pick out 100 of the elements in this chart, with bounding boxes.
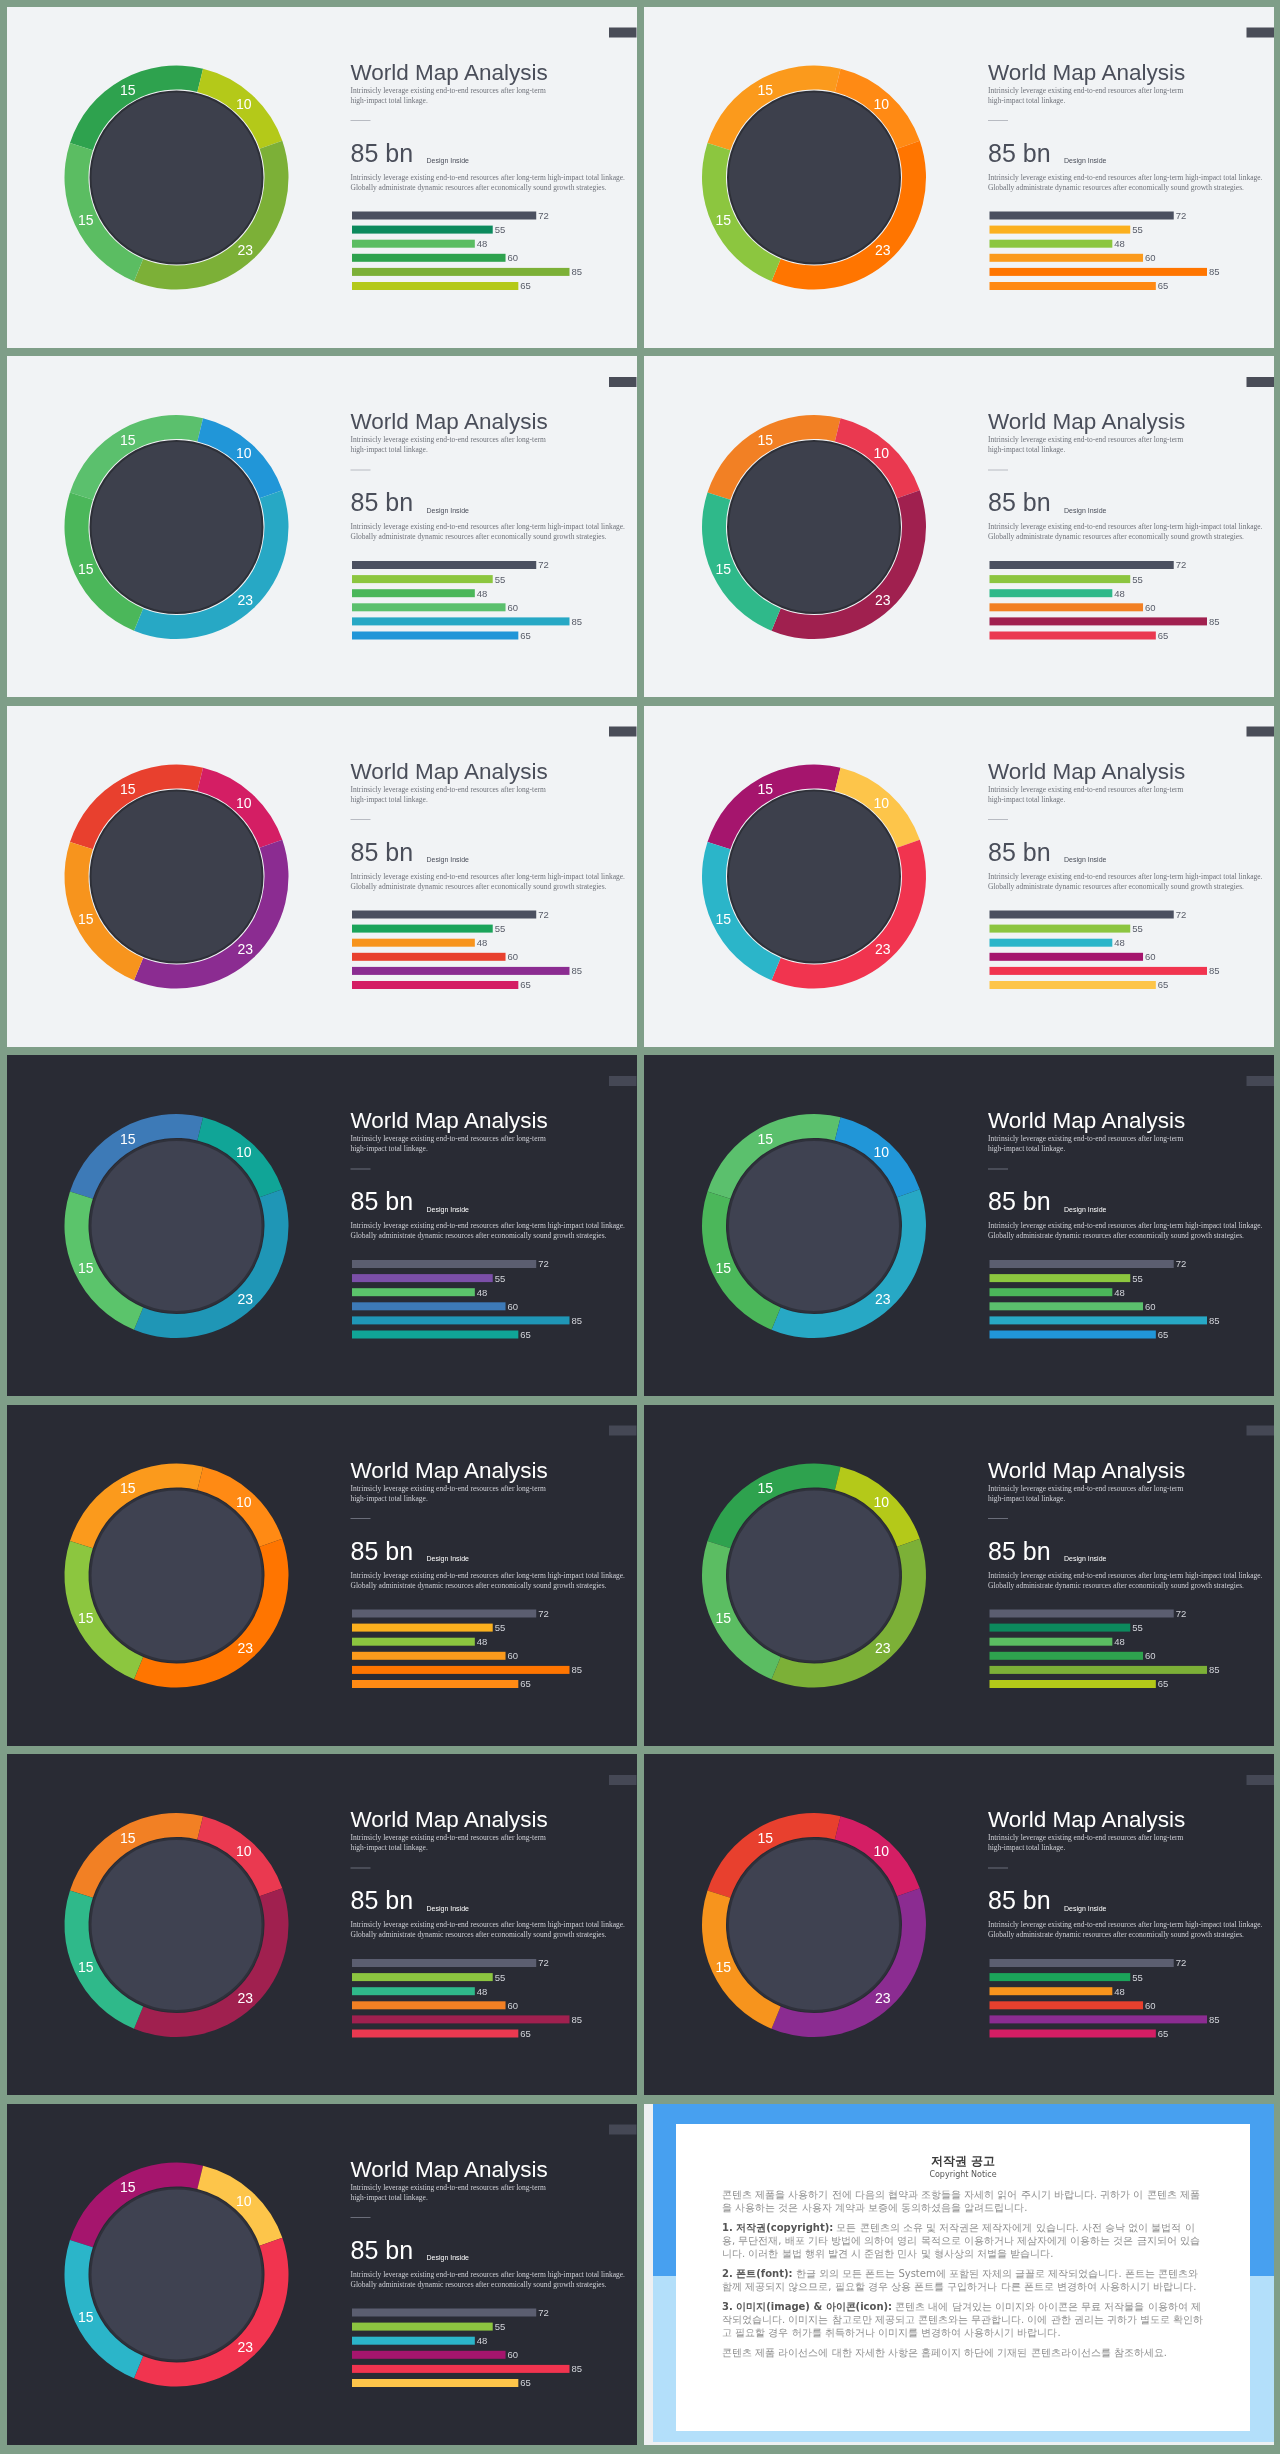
bar — [352, 282, 519, 290]
data-label: 15 — [77, 1959, 94, 1976]
bar — [352, 2001, 506, 2010]
donut-slice — [707, 1813, 841, 1898]
data-label: 15 — [757, 431, 774, 448]
data-label: 10 — [235, 2192, 252, 2209]
data-label: 85 — [1209, 965, 1220, 977]
bar — [989, 910, 1174, 919]
donut-slice — [834, 767, 920, 848]
data-label: 55 — [494, 1622, 506, 1633]
donut-slice — [834, 1117, 920, 1198]
data-label: 60 — [507, 2349, 519, 2361]
data-label: 10 — [873, 1493, 890, 1510]
bar — [989, 1330, 1156, 1339]
donut-slice — [834, 1816, 920, 1897]
bar — [989, 1316, 1207, 1325]
data-label: 15 — [120, 1829, 136, 1846]
data-label: 55 — [1132, 224, 1143, 235]
bar — [352, 2336, 475, 2345]
donut-slice — [702, 1890, 781, 2029]
donut-slice — [64, 1890, 144, 2029]
data-label: 15 — [757, 1130, 774, 1147]
bar — [352, 1680, 519, 1688]
donut-slice — [197, 418, 283, 499]
donut-slice — [134, 1189, 289, 1338]
data-label: 48 — [1114, 1985, 1125, 1997]
data-label: 72 — [538, 1957, 549, 1969]
bar — [989, 1973, 1131, 1982]
bar — [989, 1665, 1207, 1674]
donut-slice — [64, 841, 144, 981]
bar — [352, 938, 475, 947]
bar — [989, 282, 1156, 290]
bar — [352, 2364, 570, 2373]
chart-title: World Map Analysis — [350, 1108, 548, 1133]
text: 85 bn — [988, 1886, 1051, 1914]
data-label: 60 — [507, 252, 519, 264]
data-label: 15 — [77, 211, 94, 228]
bar — [989, 211, 1174, 220]
bar — [352, 267, 570, 276]
text: 85 bn — [350, 488, 414, 516]
data-label: 65 — [520, 979, 531, 991]
donut-slice — [69, 65, 204, 151]
text: 2. 폰트(font): 한글 외의 모든 폰트는 System에 포함된 자체의 글꼴로 제작되었습니다. 폰트는 콘텐츠와 함께 제공되지 않으므로, 필요할 경우 상용 폰트를 구입하거나 다른 폰트로 변경하여 사용하시기 바랍니다. — [722, 2266, 1199, 2293]
bar — [989, 1623, 1131, 1632]
bar — [989, 1288, 1113, 1297]
data-label: 48 — [1114, 238, 1125, 250]
donut-slice — [771, 1189, 926, 1338]
data-label: 15 — [757, 1480, 774, 1497]
data-label: 72 — [1175, 1258, 1187, 1270]
data-label: 85 — [1209, 615, 1220, 627]
chart-title: World Map Analysis — [988, 758, 1186, 784]
bar — [989, 2015, 1207, 2024]
data-label: 55 — [494, 1971, 506, 1983]
data-label: 60 — [1145, 601, 1156, 613]
bar — [352, 1637, 475, 1646]
data-label: 65 — [520, 2377, 531, 2389]
data-label: 15 — [757, 781, 774, 798]
data-label: 85 — [571, 1664, 583, 1676]
bar — [352, 1609, 537, 1618]
donut-slice — [707, 415, 841, 500]
data-label: 48 — [1114, 937, 1125, 949]
donut-slice — [702, 1540, 781, 1680]
data-label: 65 — [520, 629, 531, 641]
donut-slice — [834, 1466, 920, 1547]
donut-slice — [702, 492, 781, 631]
data-label: 15 — [120, 2179, 136, 2196]
data-label: 23 — [237, 941, 254, 958]
bar — [989, 589, 1113, 598]
bar — [989, 1680, 1156, 1688]
data-label: 23 — [237, 1989, 254, 2006]
text: 85 bn — [350, 138, 414, 167]
data-label: 48 — [476, 937, 488, 949]
data-label: 85 — [571, 2013, 583, 2025]
data-label: 72 — [538, 559, 549, 571]
bar — [352, 1959, 537, 1967]
data-label: 60 — [1145, 252, 1156, 264]
chart-title: World Map Analysis — [350, 59, 548, 85]
data-label: 10 — [873, 1144, 890, 1161]
chart-title: World Map Analysis — [988, 409, 1186, 434]
bar — [352, 2350, 506, 2359]
bar — [352, 924, 493, 933]
data-label: 15 — [77, 2308, 94, 2325]
data-label: 65 — [520, 1678, 531, 1690]
donut-slice — [702, 142, 781, 282]
text: 85 bn — [350, 2235, 414, 2264]
data-label: 65 — [520, 280, 531, 292]
data-label: 15 — [715, 1959, 732, 1976]
bar — [989, 1260, 1174, 1268]
data-label: 15 — [757, 1829, 774, 1846]
bar — [989, 575, 1131, 584]
data-label: 72 — [538, 1258, 549, 1270]
chart-title: World Map Analysis — [988, 1457, 1186, 1483]
data-label: 23 — [874, 941, 891, 958]
donut-slice — [197, 767, 283, 848]
bar — [989, 924, 1131, 933]
text: 콘텐츠 제품 라이선스에 대한 자세한 사항은 홈페이지 하단에 기재된 콘텐츠라이선스를 참조하세요. — [722, 2345, 1168, 2359]
data-label: 65 — [1157, 629, 1169, 641]
donut-slice — [197, 1466, 283, 1547]
data-label: 60 — [1145, 1999, 1156, 2011]
data-label: 72 — [538, 1607, 549, 1619]
